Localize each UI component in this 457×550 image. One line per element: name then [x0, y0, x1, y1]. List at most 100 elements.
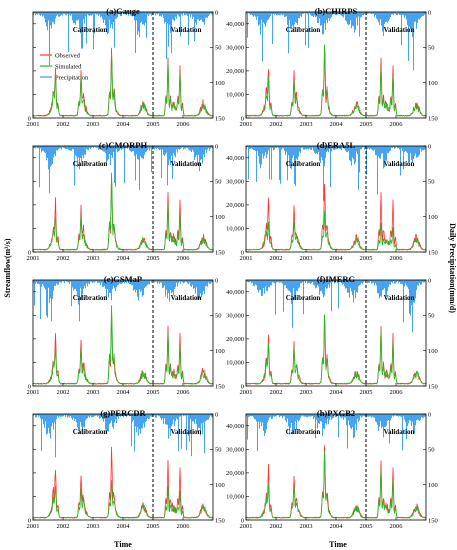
x-tick-label: 2003 [300, 389, 313, 396]
x-tick-label: 2004 [117, 523, 131, 530]
y2-tick-label: 100 [428, 348, 438, 355]
validation-label: Validation [171, 428, 202, 436]
observed-series-line [32, 446, 214, 519]
calibration-label: Calibration [286, 428, 321, 436]
x-tick-label: 2001 [27, 523, 40, 530]
x-tick-label: 2006 [390, 523, 404, 530]
x-tick-label: 2004 [330, 389, 344, 396]
panel-title: (h)PXGB2 [317, 408, 355, 418]
observed-series-line [245, 445, 427, 519]
x-tick-label: 2001 [240, 523, 253, 530]
observed-series-line [245, 183, 426, 251]
y2-tick-label: 100 [215, 214, 225, 221]
panel-title: (f)IMERG [317, 274, 356, 284]
simulated-series-line [32, 52, 213, 117]
y-tick-label: 0 [241, 115, 244, 122]
x-tick-label: 2003 [87, 255, 100, 262]
y2-tick-label: 50 [215, 447, 222, 454]
panel-title: (a)Gauge [106, 6, 140, 16]
x-axis-label-right: Time [329, 540, 347, 549]
x-tick-label: 2005 [360, 523, 373, 530]
panel-2: (b)CHIRPS Calibration Validation 0 10,000 20,… [226, 6, 438, 128]
panel-title: (c)CMORPH [99, 140, 148, 150]
x-tick-label: 2002 [270, 523, 283, 530]
y2-tick-label: 100 [215, 80, 225, 87]
x-tick-label: 2005 [360, 121, 373, 128]
x-tick-label: 2006 [177, 255, 191, 262]
y-tick-label: 20,000 [226, 470, 244, 477]
y2-tick-label: 100 [428, 214, 438, 221]
x-tick-label: 2006 [390, 121, 404, 128]
y-tick-label: 40,000 [226, 21, 244, 28]
y2-tick-label: 150 [215, 517, 225, 524]
calibration-label: Calibration [73, 294, 108, 302]
y-tick-label: 0 [28, 383, 31, 390]
y2-tick-label: 150 [428, 383, 438, 390]
y-tick-label: 30,000 [226, 179, 244, 186]
x-tick-label: 2003 [87, 389, 100, 396]
precipitation-bars [246, 146, 426, 201]
y2-tick-label: 50 [215, 313, 222, 320]
y2-tick-label: 100 [215, 348, 225, 355]
x-tick-label: 2002 [270, 255, 283, 262]
x-tick-label: 2002 [57, 121, 70, 128]
x-tick-label: 2004 [330, 523, 344, 530]
x-tick-label: 2004 [117, 389, 131, 396]
x-tick-label: 2001 [27, 121, 40, 128]
panel-7: (g)PERCDR Calibration Validation 0 0 50 100 150… [27, 408, 225, 530]
precipitation-bars [33, 146, 213, 194]
y2-tick-label: 0 [428, 143, 431, 150]
validation-label: Validation [171, 160, 202, 168]
observed-series-line [245, 46, 427, 117]
legend-simulated-label: Simulated [55, 64, 82, 71]
x-tick-label: 2003 [300, 523, 313, 530]
observed-series-line [32, 316, 214, 385]
panel-8: (h)PXGB2 Calibration Validation 0 10,000 20,0… [226, 408, 438, 530]
y2-tick-label: 0 [428, 411, 431, 418]
y-tick-label: 0 [28, 517, 31, 524]
y-tick-label: 0 [28, 115, 31, 122]
x-tick-label: 2002 [57, 389, 70, 396]
x-tick-label: 2002 [57, 255, 70, 262]
y2-tick-label: 0 [428, 9, 431, 16]
y-tick-label: 40,000 [226, 289, 244, 296]
y-tick-label: 10,000 [226, 92, 244, 99]
x-tick-label: 2006 [177, 389, 191, 396]
x-tick-label: 2006 [177, 121, 191, 128]
x-tick-label: 2001 [27, 255, 40, 262]
y2-tick-label: 0 [215, 9, 218, 16]
panel-title: (d)ERA5L [317, 140, 356, 150]
y-tick-label: 10,000 [226, 226, 244, 233]
y-axis-label-left: Streamflow(m³/s) [3, 238, 12, 297]
y-tick-label: 40,000 [226, 155, 244, 162]
y2-tick-label: 150 [428, 115, 438, 122]
y2-tick-label: 50 [215, 45, 222, 52]
observed-series-line [32, 177, 214, 251]
panel-6: (f)IMERG Calibration Validation 0 10,000 20,0… [226, 274, 438, 396]
x-tick-label: 2005 [147, 389, 160, 396]
y-tick-label: 40,000 [226, 423, 244, 430]
y2-tick-label: 100 [215, 482, 225, 489]
legend: Observed Simulated Precipitation [40, 53, 89, 82]
legend-precipitation-label: Precipitation [55, 75, 89, 82]
legend-observed-label: Observed [55, 53, 81, 60]
observed-series-line [245, 314, 427, 385]
y-tick-label: 30,000 [226, 45, 244, 52]
precipitation-bars [246, 12, 426, 71]
y2-tick-label: 0 [215, 411, 218, 418]
panel-4: (d)ERA5L Calibration Validation 0 10,000 20,0… [226, 140, 438, 262]
x-tick-label: 2001 [27, 389, 40, 396]
x-tick-label: 2003 [87, 121, 100, 128]
y2-tick-label: 0 [215, 277, 218, 284]
y-tick-label: 20,000 [226, 202, 244, 209]
y-tick-label: 0 [241, 517, 244, 524]
x-tick-label: 2002 [57, 523, 70, 530]
y-tick-label: 20,000 [226, 336, 244, 343]
validation-label: Validation [384, 294, 415, 302]
x-tick-label: 2005 [360, 389, 373, 396]
y-tick-label: 20,000 [226, 68, 244, 75]
calibration-label: Calibration [73, 26, 108, 34]
y-tick-label: 30,000 [226, 313, 244, 320]
y2-tick-label: 150 [215, 383, 225, 390]
simulated-series-line [32, 172, 214, 251]
